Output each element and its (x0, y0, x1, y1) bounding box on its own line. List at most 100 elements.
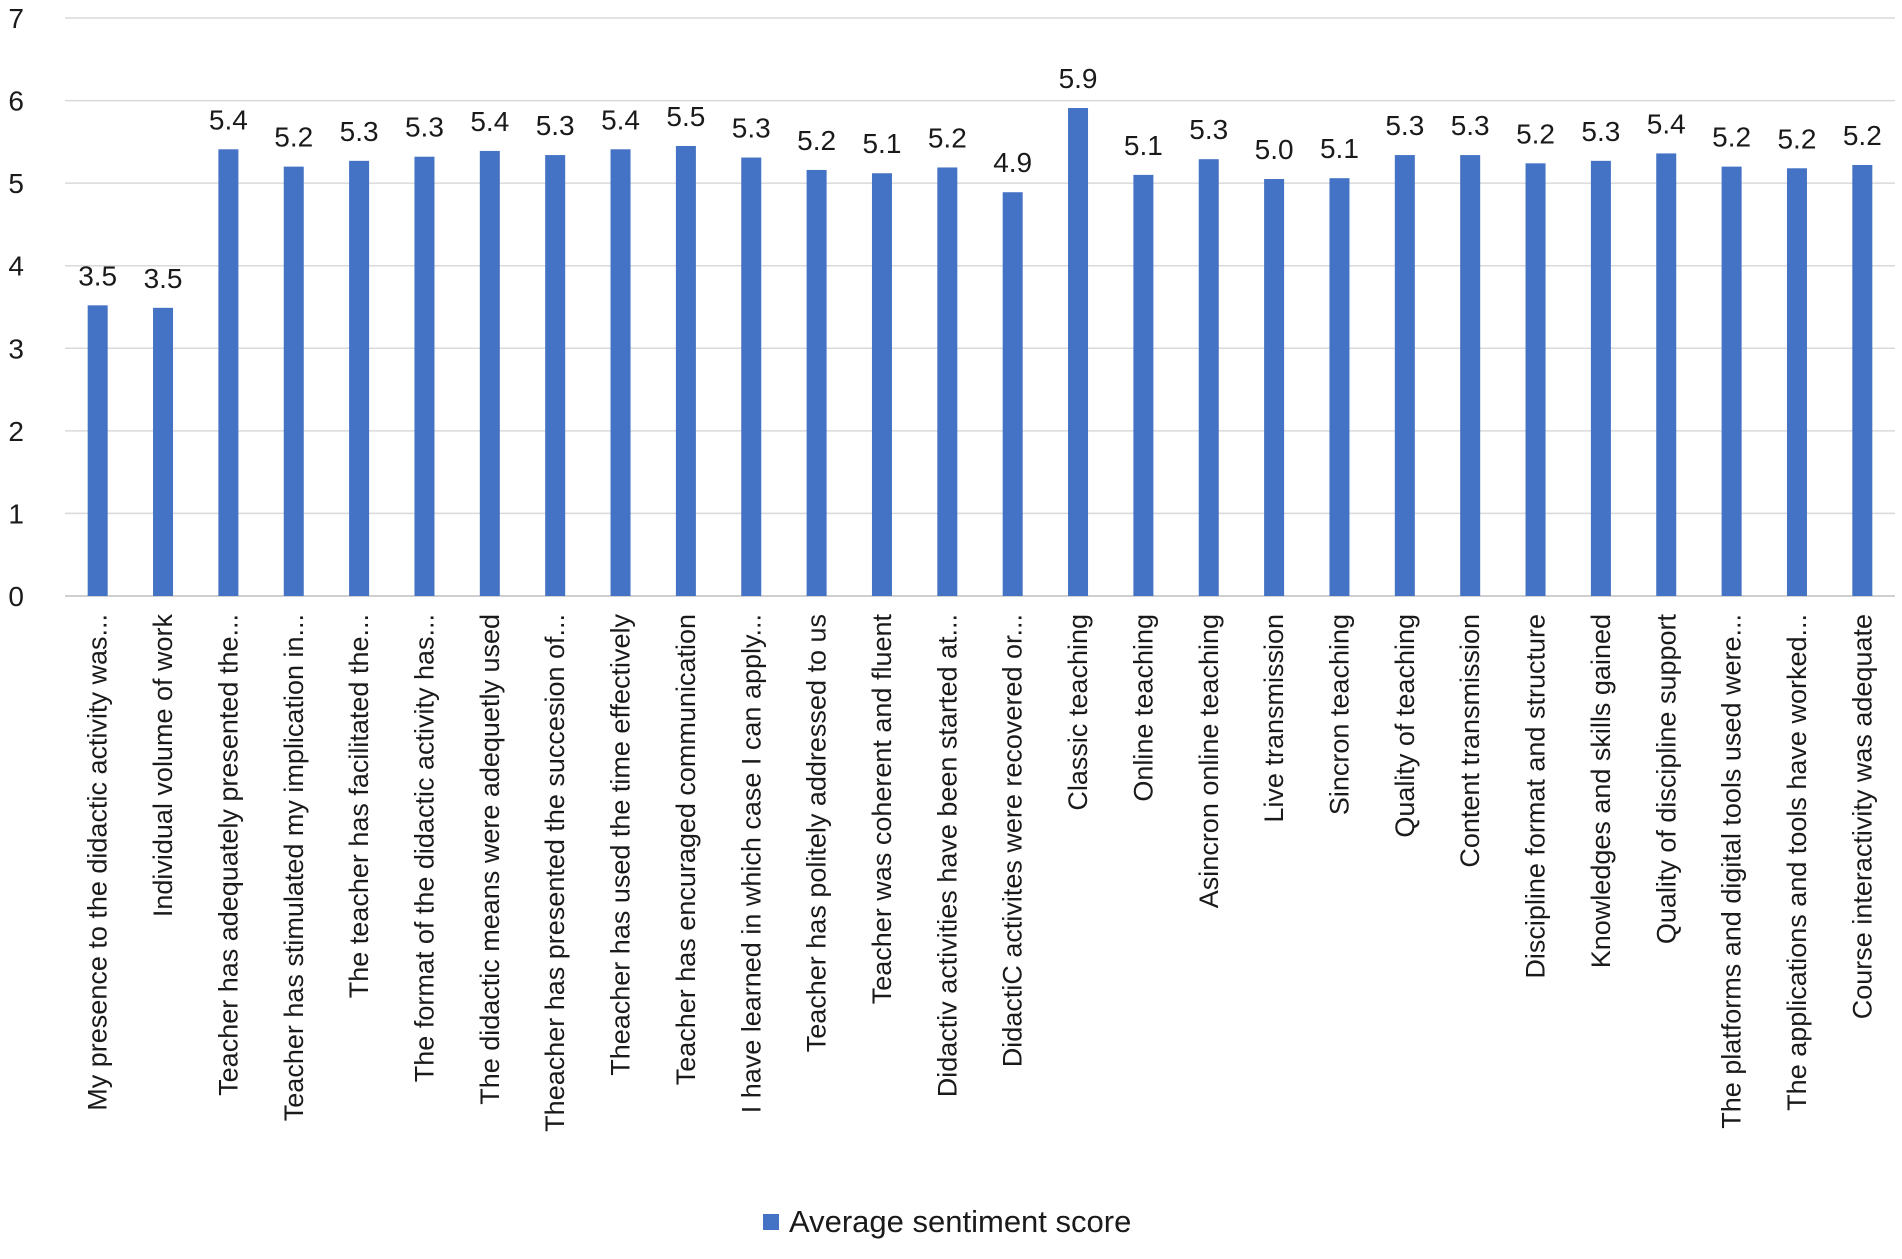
y-tick-label: 0 (8, 581, 24, 612)
data-label: 4.9 (993, 147, 1032, 178)
data-label: 5.2 (1516, 118, 1555, 149)
x-tick-label: The didactic means were adequetly used (475, 614, 505, 1105)
bar (1460, 155, 1481, 596)
bar (1721, 166, 1742, 596)
bar (479, 150, 500, 596)
y-tick-label: 3 (8, 333, 24, 364)
x-tick-labels-layer: My presence to the didactic activity was… (83, 614, 1878, 1132)
bar (349, 160, 370, 596)
x-tick-label: Individual volume of work (148, 614, 178, 918)
y-tick-label: 7 (8, 3, 24, 34)
data-label: 5.1 (862, 128, 901, 159)
data-label: 5.5 (666, 101, 705, 132)
bar (87, 305, 108, 596)
x-tick-label: My presence to the didactic activity was… (83, 614, 113, 1111)
data-label: 5.3 (1385, 110, 1424, 141)
data-label: 5.3 (340, 116, 379, 147)
data-label: 5.1 (1124, 130, 1163, 161)
x-tick-label: Classic teaching (1063, 614, 1093, 811)
x-tick-label: Live transmission (1259, 614, 1289, 823)
x-tick-label: Online teaching (1128, 614, 1158, 802)
data-label: 5.4 (470, 106, 509, 137)
y-tick-label: 6 (8, 86, 24, 117)
bar (1590, 160, 1611, 596)
data-label: 5.2 (1843, 120, 1882, 151)
x-tick-label: Theacher has used the time effectively (606, 614, 636, 1076)
x-tick-label: The format of the didactic activity has.… (409, 614, 439, 1082)
legend: Average sentiment score (763, 1204, 1131, 1239)
bar (1198, 159, 1219, 596)
data-label: 5.9 (1059, 63, 1098, 94)
bar (1068, 108, 1089, 596)
bar (414, 156, 435, 596)
x-tick-label: Course interactivity was adequate (1847, 614, 1877, 1019)
data-label: 5.3 (732, 113, 771, 144)
bar (153, 307, 174, 596)
x-tick-label: Quality of teaching (1390, 614, 1420, 838)
x-tick-label: Teacher has encuraged communication (671, 614, 701, 1085)
bar (1852, 164, 1873, 596)
y-tick-labels-layer: 0 1 2 3 4 5 6 7 (8, 3, 24, 612)
y-tick-label: 5 (8, 168, 24, 199)
bar (937, 167, 958, 596)
data-label: 5.3 (405, 112, 444, 143)
data-label: 5.1 (1320, 133, 1359, 164)
data-label: 5.4 (1647, 108, 1686, 139)
bar (218, 149, 239, 596)
x-tick-label: Quality of discipline support (1651, 614, 1681, 945)
data-labels-layer: 3.5 3.5 5.4 5.2 5.3 5.3 5.4 5.3 5.4 5.5 5.3 5.2 5.1 5… (78, 63, 1882, 294)
legend-swatch (763, 1214, 779, 1230)
bar (871, 173, 892, 596)
x-tick-label: Sincron teaching (1324, 614, 1354, 815)
x-tick-label: Teacher has politely addressed to us (802, 614, 832, 1052)
x-tick-label: Didactiv activities have been started at… (932, 614, 962, 1097)
bar (741, 157, 762, 596)
data-label: 5.3 (1581, 116, 1620, 147)
legend-label: Average sentiment score (789, 1204, 1131, 1239)
data-label: 5.2 (274, 122, 313, 153)
data-label: 5.3 (1451, 110, 1490, 141)
data-label: 5.2 (1777, 123, 1816, 154)
bar (1656, 153, 1677, 596)
x-tick-label: Asincron online teaching (1194, 614, 1224, 908)
bar (806, 169, 827, 596)
x-tick-label: Teacher has stimulated my implication in… (279, 614, 309, 1121)
bar (1002, 192, 1023, 596)
x-tick-label: Teacher has adequately presented the... (213, 614, 243, 1096)
y-tick-label: 2 (8, 416, 24, 447)
grid-layer (65, 17, 1895, 597)
data-label: 5.3 (536, 110, 575, 141)
bar (545, 155, 566, 596)
data-label: 5.2 (797, 125, 836, 156)
bar (675, 145, 696, 596)
bar (1264, 179, 1285, 596)
data-label: 5.0 (1255, 134, 1294, 165)
x-tick-label: Theacher has presented the succesion of.… (540, 614, 570, 1132)
data-label: 3.5 (144, 263, 183, 294)
data-label: 5.4 (601, 104, 640, 135)
data-label: 5.2 (1712, 122, 1751, 153)
x-tick-label: Content transmission (1455, 614, 1485, 868)
x-tick-label: Knowledges and skills gained (1586, 614, 1616, 968)
bar (1133, 174, 1154, 596)
x-tick-label: Teacher was coherent and fluent (867, 614, 897, 1005)
bar (1394, 155, 1415, 596)
data-label: 5.3 (1189, 114, 1228, 145)
bar (1525, 163, 1546, 596)
x-tick-label: The applications and tools have worked..… (1782, 614, 1812, 1111)
bar (1329, 178, 1350, 596)
x-tick-label: The teacher has facilitated the... (344, 614, 374, 998)
x-tick-label: DidactiC activites were recovered or... (998, 614, 1028, 1067)
bars-layer (87, 108, 1873, 596)
x-tick-label: I have learned in which case I can apply… (736, 614, 766, 1113)
x-tick-label: Discipline format and structure (1521, 614, 1551, 979)
data-label: 5.4 (209, 104, 248, 135)
data-label: 3.5 (78, 260, 117, 291)
bar (283, 166, 304, 596)
y-tick-label: 4 (8, 251, 24, 282)
x-tick-label: The platforms and digital tools used wer… (1717, 614, 1747, 1129)
bar (1786, 168, 1807, 596)
bar (610, 149, 631, 596)
